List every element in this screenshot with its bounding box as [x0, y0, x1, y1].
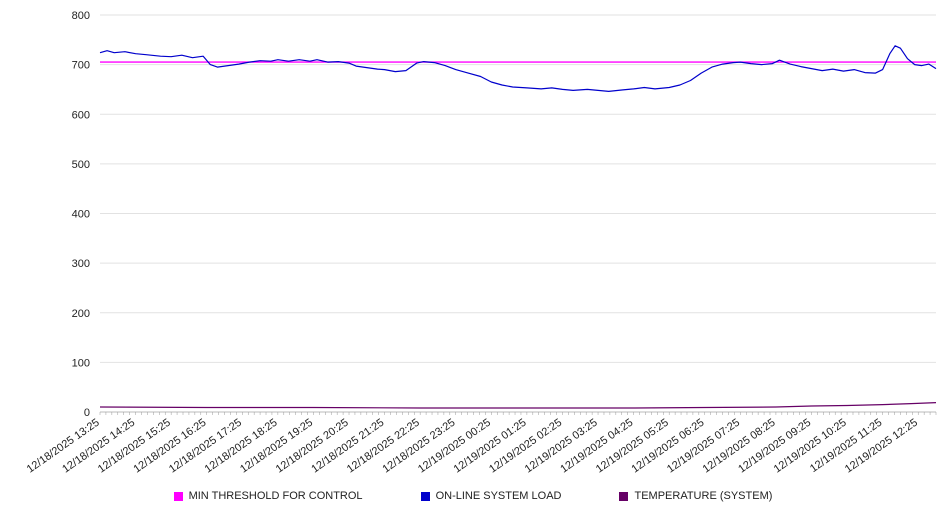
legend-swatch	[173, 491, 183, 501]
legend-label: TEMPERATURE (SYSTEM)	[634, 490, 773, 502]
legend-label: MIN THRESHOLD FOR CONTROL	[188, 490, 363, 502]
legend-swatch	[420, 491, 430, 501]
y-tick-label: 700	[72, 60, 90, 72]
y-tick-label: 100	[72, 357, 90, 369]
grid-lines	[100, 14, 936, 413]
legend-label: ON-LINE SYSTEM LOAD	[435, 490, 562, 502]
y-axis-labels: 0 100 200 300 400 500 600 700 800	[72, 10, 90, 419]
legend-item-min-threshold-for-control[interactable]: MIN THRESHOLD FOR CONTROL	[173, 490, 363, 502]
y-tick-label: 200	[72, 308, 90, 320]
legend-item-on-line-system-load[interactable]: ON-LINE SYSTEM LOAD	[420, 490, 562, 502]
series-line-temperature-system	[99, 402, 937, 409]
series-line-on-line-system-load	[99, 45, 937, 93]
y-tick-label: 0	[84, 407, 90, 419]
x-minor-ticks	[99, 412, 937, 415]
legend-swatch	[619, 491, 629, 501]
y-tick-label: 400	[72, 209, 90, 221]
y-tick-label: 800	[72, 10, 90, 22]
y-tick-label: 500	[72, 159, 90, 171]
legend-item-temperature-system[interactable]: TEMPERATURE (SYSTEM)	[619, 490, 772, 502]
legend: MIN THRESHOLD FOR CONTROL ON-LINE SYSTEM …	[0, 484, 946, 508]
y-tick-label: 300	[72, 258, 90, 270]
line-chart-canvas: 0 100 200 300 400 500 600 700 800 12/18/2025 13:2…	[25, 10, 937, 476]
y-tick-label: 600	[72, 109, 90, 121]
